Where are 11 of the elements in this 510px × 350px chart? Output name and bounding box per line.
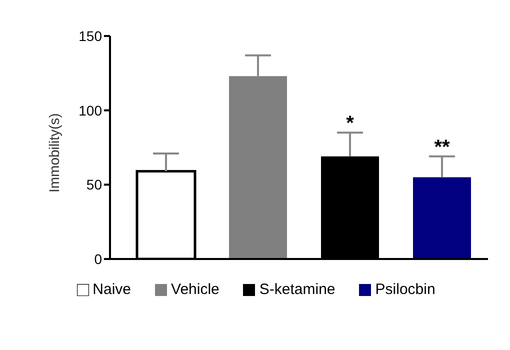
legend-label: Vehicle <box>171 281 220 298</box>
data-label: * <box>346 112 354 135</box>
legend-label: Naive <box>92 281 132 298</box>
y-tick-label: 100 <box>78 102 102 118</box>
y-tick-label: 150 <box>78 28 102 44</box>
legend-label: Psilocbin <box>375 281 436 298</box>
y-tick-label: 0 <box>94 250 102 267</box>
y-axis-title: Immobility(s) <box>46 113 62 192</box>
legend-label: S-ketamine <box>259 281 336 298</box>
data-label: ** <box>434 136 450 158</box>
y-tick-label: 50 <box>86 176 102 193</box>
